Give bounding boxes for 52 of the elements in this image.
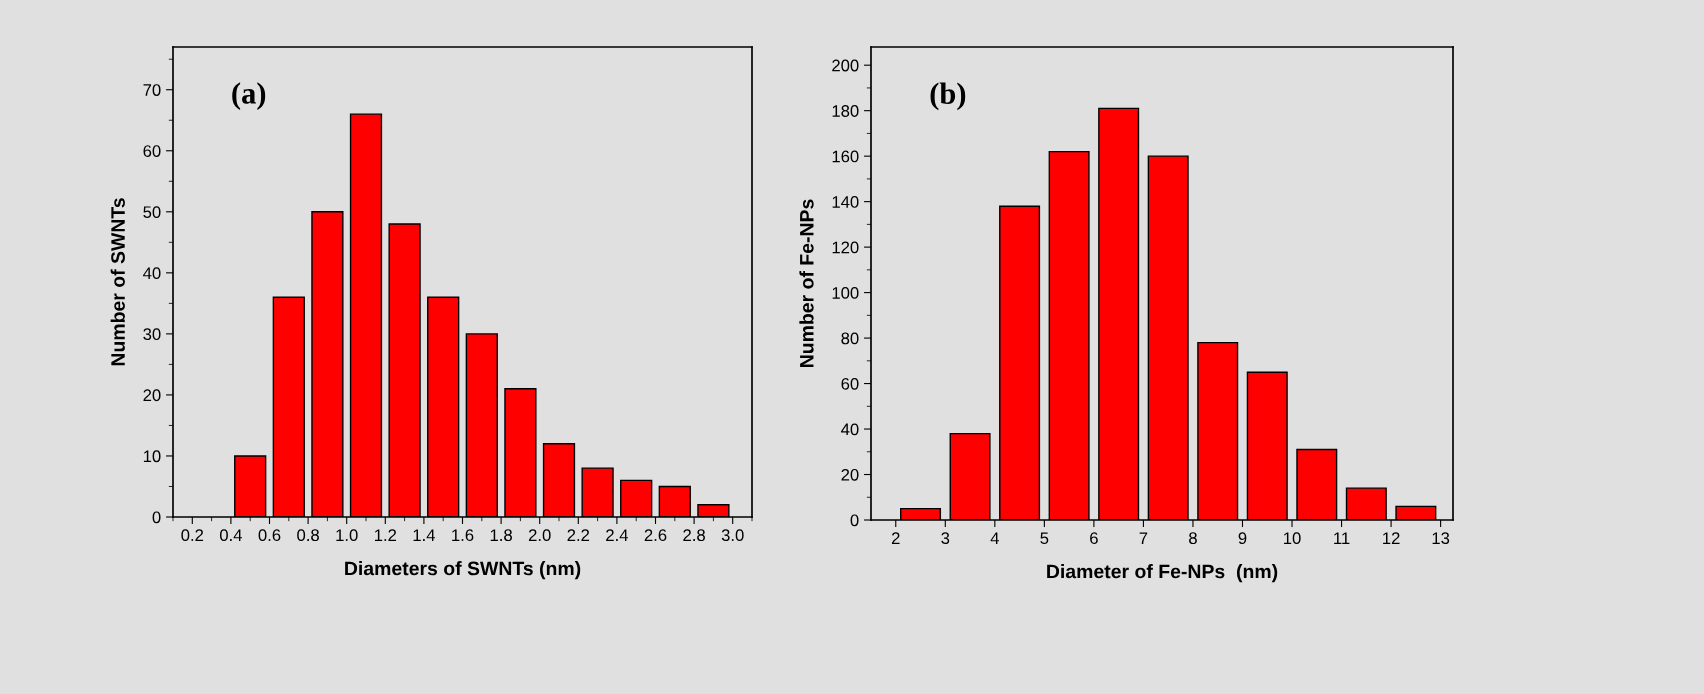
- y-tick-label: 200: [832, 59, 859, 72]
- x-tick-label: 12: [1383, 532, 1400, 544]
- x-tick-label: 1.2: [374, 529, 397, 541]
- y-tick-label: 0: [152, 511, 161, 524]
- y-tick-label: 50: [143, 206, 161, 219]
- y-axis-title: Number of SWNTs: [110, 198, 125, 366]
- x-tick-label: 1.0: [336, 529, 358, 542]
- y-axis-title: Number of Fe-NPs: [799, 199, 814, 367]
- y-tick-label: 30: [143, 328, 161, 341]
- x-tick-label: 2.0: [528, 529, 551, 542]
- x-tick-label: 0.4: [219, 529, 242, 542]
- y-tick-label: 80: [841, 332, 859, 345]
- x-tick-label: 4: [990, 532, 999, 544]
- y-tick-label: 60: [143, 145, 161, 157]
- x-tick-label: 7: [1139, 532, 1148, 544]
- y-tick-label: 120: [832, 241, 859, 254]
- x-tick-label: 2.2: [567, 529, 590, 541]
- y-tick-label: 10: [143, 450, 161, 463]
- y-tick-label: 180: [832, 105, 859, 117]
- x-tick-label: 5: [1040, 532, 1049, 545]
- y-tick-label: 40: [841, 423, 859, 436]
- y-tick-label: 20: [841, 468, 859, 481]
- annotation: (a): [232, 82, 266, 110]
- x-tick-label: 1.8: [490, 529, 512, 542]
- y-tick-label: 0: [850, 514, 859, 527]
- x-axis-title: Diameter of Fe-NPs (nm): [1047, 564, 1278, 583]
- y-tick-label: 100: [832, 287, 859, 299]
- x-tick-label: 1.6: [452, 529, 474, 542]
- x-tick-label: 0.8: [297, 529, 319, 542]
- x-tick-label: 3.0: [721, 529, 744, 542]
- x-tick-label: 2.8: [683, 529, 705, 542]
- x-tick-label: 9: [1238, 532, 1247, 545]
- y-tick-label: 40: [143, 267, 161, 280]
- x-tick-label: 2.6: [644, 529, 667, 542]
- x-axis-title: Diameters of SWNTs (nm): [345, 561, 581, 580]
- x-tick-label: 13: [1432, 532, 1450, 545]
- x-tick-label: 6: [1090, 532, 1098, 545]
- y-tick-label: 160: [832, 150, 859, 163]
- y-tick-label: 140: [832, 196, 859, 208]
- x-tick-label: 0.6: [258, 529, 281, 542]
- y-tick-label: 60: [841, 377, 859, 390]
- x-tick-label: 8: [1189, 532, 1197, 545]
- x-tick-label: 1.4: [413, 529, 435, 541]
- x-tick-label: 3: [941, 532, 950, 545]
- x-tick-label: 2: [891, 532, 900, 544]
- x-tick-label: 0.2: [181, 529, 204, 542]
- x-tick-label: 11: [1334, 532, 1350, 544]
- x-tick-label: 10: [1284, 532, 1301, 545]
- y-tick-label: 70: [143, 84, 161, 96]
- y-tick-label: 20: [143, 389, 161, 402]
- annotation: (b): [930, 82, 966, 111]
- x-tick-label: 2.4: [606, 529, 628, 541]
